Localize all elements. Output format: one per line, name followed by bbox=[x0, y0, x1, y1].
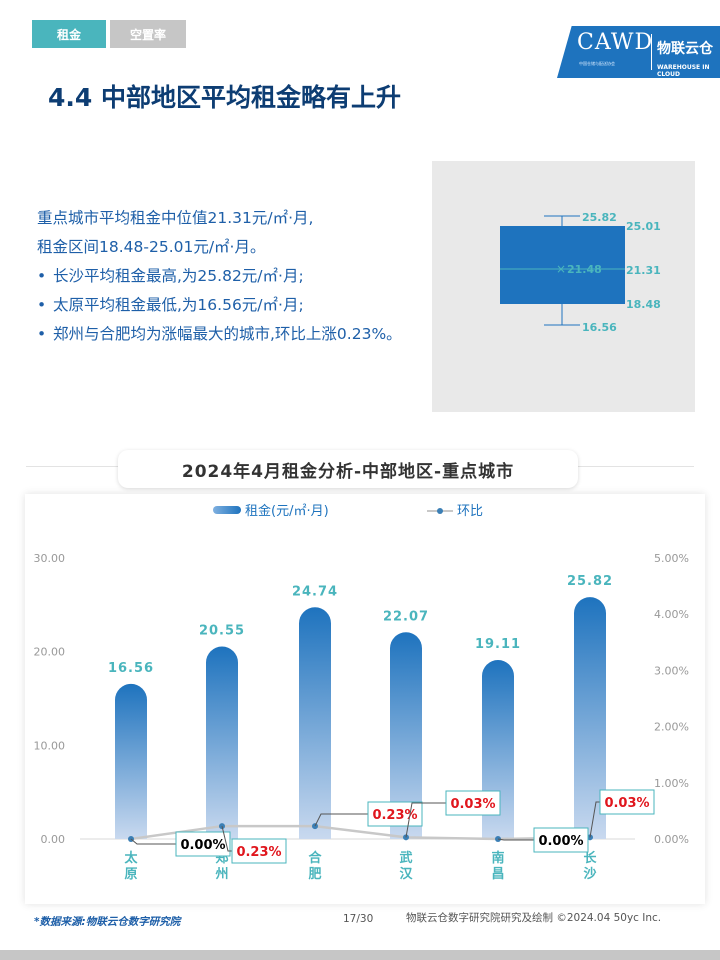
page-title: 4.4 中部地区平均租金略有上升 bbox=[48, 83, 401, 112]
summary-bullet: 太原平均租金最低,为16.56元/㎡·月; bbox=[37, 291, 437, 320]
bar bbox=[299, 607, 331, 839]
ratio-leader-line bbox=[130, 838, 176, 845]
page-number: 17/30 bbox=[343, 913, 374, 925]
boxplot-mean-marker: × bbox=[556, 262, 566, 276]
boxplot-panel: × 25.82 25.01 21.48 21.31 18.48 16.56 bbox=[432, 161, 695, 412]
ratio-value-label: 0.23% bbox=[372, 808, 417, 823]
x-category-label: 南 bbox=[491, 850, 504, 866]
bar-value-label: 16.56 bbox=[108, 661, 154, 676]
x-category-label: 州 bbox=[214, 867, 228, 882]
bottom-bar bbox=[0, 950, 720, 960]
y-right-tick-label: 3.00% bbox=[654, 664, 689, 677]
footer-source: *数据来源:物联云仓数字研究院 bbox=[34, 916, 181, 928]
bar-value-label: 20.55 bbox=[199, 624, 245, 639]
bar-value-label: 24.74 bbox=[292, 584, 338, 599]
ratio-value-label: 0.00% bbox=[538, 834, 583, 849]
tab-vacancy[interactable]: 空置率 bbox=[110, 20, 186, 48]
ratio-label-box bbox=[175, 831, 231, 857]
x-category-label: 汉 bbox=[399, 866, 413, 882]
boxplot-min-label: 16.56 bbox=[582, 321, 617, 334]
boxplot-svg: × bbox=[500, 215, 625, 326]
logo-divider bbox=[651, 34, 652, 70]
ratio-label-box bbox=[231, 838, 287, 864]
summary-bullets: 长沙平均租金最高,为25.82元/㎡·月; 太原平均租金最低,为16.56元/㎡… bbox=[37, 262, 437, 349]
boxplot-box bbox=[500, 226, 625, 304]
chart-title-box: 2024年4月租金分析-中部地区-重点城市 bbox=[118, 450, 578, 488]
ratio-value-label: 0.23% bbox=[236, 845, 281, 860]
ratio-label-box bbox=[367, 801, 423, 827]
y-right-tick-label: 1.00% bbox=[654, 777, 689, 790]
y-left-tick-label: 20.00 bbox=[34, 646, 66, 659]
legend-line-marker bbox=[437, 508, 443, 514]
boxplot-q3-label: 25.01 bbox=[626, 220, 661, 233]
ratio-leader-line bbox=[589, 801, 600, 838]
summary-intro-2: 租金区间18.48-25.01元/㎡·月。 bbox=[37, 238, 266, 256]
x-category-label: 昌 bbox=[491, 867, 504, 882]
bar-value-label: 25.82 bbox=[567, 574, 613, 589]
bar bbox=[115, 683, 147, 839]
ratio-leader-line bbox=[314, 813, 368, 827]
ratio-leader-line bbox=[497, 838, 534, 841]
ratio-value-label: 0.03% bbox=[450, 797, 495, 812]
chart-svg: 0.00 10.00 20.00 30.00 0.00% 1.00% 2.00% 3.00% 4… bbox=[34, 503, 690, 882]
logo-subtitle: 中国仓储与配送协会 bbox=[579, 61, 615, 66]
bar bbox=[390, 632, 422, 839]
ratio-value-label: 0.03% bbox=[604, 796, 649, 811]
y-left-tick-label: 30.00 bbox=[34, 552, 66, 565]
logo-brand: CAWD bbox=[577, 30, 654, 55]
bar-value-label: 22.07 bbox=[383, 609, 429, 624]
logo: CAWD 中国仓储与配送协会 物联云仓 WAREHOUSE IN CLOUD bbox=[557, 26, 720, 78]
y-left-tick-label: 10.00 bbox=[34, 739, 66, 752]
summary-bullet: 长沙平均租金最高,为25.82元/㎡·月; bbox=[37, 262, 437, 291]
x-category-label: 太 bbox=[123, 850, 138, 866]
x-category-label: 长 bbox=[583, 850, 597, 866]
logo-cn-name: 物联云仓 bbox=[657, 41, 713, 57]
legend-bar-label: 租金(元/㎡·月) bbox=[245, 503, 329, 519]
x-category-label: 肥 bbox=[308, 866, 321, 882]
bar bbox=[574, 597, 606, 839]
summary-intro-1: 重点城市平均租金中位值21.31元/㎡·月, bbox=[37, 209, 314, 227]
legend-bar-swatch bbox=[213, 506, 241, 514]
chart-card: 0.00 10.00 20.00 30.00 0.00% 1.00% 2.00% 3.00% 4… bbox=[25, 494, 705, 904]
ratio-marker bbox=[219, 823, 225, 830]
ratio-label-box bbox=[599, 789, 655, 815]
ratio-leader-line bbox=[405, 802, 446, 838]
summary-text: 重点城市平均租金中位值21.31元/㎡·月, 租金区间18.48-25.01元/… bbox=[37, 204, 437, 349]
logo-en-name: WAREHOUSE IN CLOUD bbox=[657, 64, 710, 78]
boxplot-median-label: 21.31 bbox=[626, 264, 661, 277]
x-category-label: 合 bbox=[308, 850, 322, 866]
ratio-leader-line bbox=[221, 825, 232, 852]
summary-bullet: 郑州与合肥均为涨幅最大的城市,环比上涨0.23%。 bbox=[37, 320, 437, 349]
boxplot-mean-label: 21.48 bbox=[567, 263, 602, 276]
legend-line-label: 环比 bbox=[457, 504, 483, 519]
y-right-tick-label: 4.00% bbox=[654, 608, 689, 621]
y-right-tick-label: 0.00% bbox=[654, 833, 689, 846]
bar bbox=[206, 646, 238, 839]
bar-value-label: 19.11 bbox=[475, 637, 521, 652]
x-category-label: 沙 bbox=[583, 867, 596, 882]
y-right-tick-label: 5.00% bbox=[654, 552, 689, 565]
footer-credit: 物联云仓数字研究院研究及绘制 ©2024.04 50yc Inc. bbox=[406, 912, 662, 924]
chart-title: 2024年4月租金分析-中部地区-重点城市 bbox=[181, 461, 515, 482]
tab-rent[interactable]: 租金 bbox=[32, 20, 106, 48]
ratio-label-box bbox=[533, 827, 589, 853]
ratio-line bbox=[130, 824, 591, 841]
boxplot-q1-label: 18.48 bbox=[626, 298, 661, 311]
ratio-label-box bbox=[445, 790, 501, 816]
x-category-label: 武 bbox=[399, 850, 412, 866]
x-category-label: 原 bbox=[124, 867, 137, 882]
y-left-tick-label: 0.00 bbox=[41, 833, 66, 846]
ratio-value-label: 0.00% bbox=[180, 838, 225, 853]
boxplot-max-label: 25.82 bbox=[582, 211, 617, 224]
y-right-tick-label: 2.00% bbox=[654, 721, 689, 734]
